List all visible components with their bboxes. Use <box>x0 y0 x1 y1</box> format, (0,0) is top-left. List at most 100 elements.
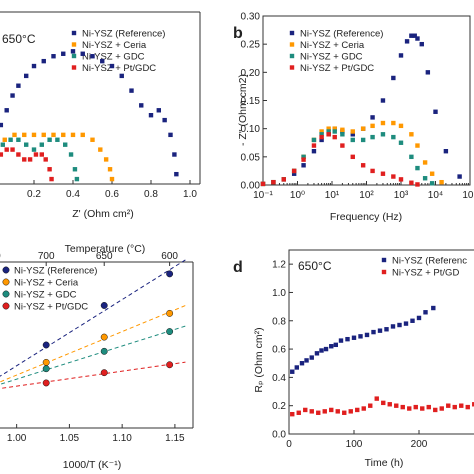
data-point-s2 <box>8 137 13 142</box>
data-point-s2 <box>391 134 396 140</box>
data-point-s2 <box>409 154 414 160</box>
data-point-s3 <box>326 132 331 137</box>
data-point-s0 <box>4 108 9 113</box>
data-point-s1 <box>387 402 392 407</box>
data-point-s1 <box>459 403 464 408</box>
panel-a-x-ticks: 0.2 0.4 0.6 0.8 1.0 <box>27 180 197 200</box>
data-point-s2 <box>311 137 317 143</box>
data-point-s1 <box>51 132 56 138</box>
data-point-s3 <box>260 181 266 187</box>
data-point-s2 <box>31 147 37 152</box>
data-point-s1 <box>350 129 355 134</box>
data-point-s0 <box>319 137 324 143</box>
data-point-s0 <box>377 328 383 333</box>
data-point-s1 <box>332 126 337 131</box>
data-point-s0 <box>319 348 324 353</box>
data-point-s1 <box>407 406 412 411</box>
top-tick-label: 600 <box>161 251 178 262</box>
data-point-s0 <box>61 51 66 56</box>
panel-d-y-label: Rₚ (Ohm cm²) <box>253 327 265 392</box>
panel-b: b - Z" (Ohm cm2) 10⁻¹ 10⁰ 10¹ 10² 10³ 10⁴ 10⁵ 0… <box>233 12 474 224</box>
data-point-s3 <box>398 177 404 182</box>
data-point-s2 <box>166 328 174 336</box>
data-point-s1 <box>322 409 327 414</box>
data-point-s0 <box>139 103 144 108</box>
data-point-s0 <box>100 58 105 64</box>
data-point-s2 <box>422 176 428 181</box>
legend-label: Ni-YSZ + Pt/GDC <box>300 63 374 74</box>
x-tick-label: 0.4 <box>66 189 80 200</box>
data-point-s1 <box>98 147 103 152</box>
data-point-s0 <box>380 98 386 103</box>
data-point-s0 <box>431 305 436 311</box>
data-point-s0 <box>364 332 370 338</box>
panel-a-x-label: Z' (Ohm cm²) <box>72 208 134 220</box>
legend-label: Ni-YSZ + GDC <box>82 52 145 63</box>
data-point-s3 <box>0 152 4 157</box>
legend-marker <box>289 65 295 70</box>
fit-line-s1 <box>0 305 186 383</box>
y-tick-label: 1.2 <box>272 260 286 271</box>
data-point-s3 <box>10 147 15 152</box>
data-point-s1 <box>61 132 66 138</box>
data-point-s1 <box>80 132 85 138</box>
top-tick-label: 700 <box>38 251 55 262</box>
data-point-s1 <box>348 409 353 414</box>
legend-marker <box>2 278 10 286</box>
data-point-s0 <box>70 49 76 54</box>
legend-marker <box>381 269 387 275</box>
x-tick-label: 200 <box>411 439 428 450</box>
data-point-s1 <box>398 123 404 129</box>
data-point-s0 <box>398 53 404 58</box>
data-point-s3 <box>22 157 27 162</box>
data-point-s0 <box>457 174 462 179</box>
data-point-s0 <box>80 51 85 56</box>
y-tick-label: 0.15 <box>241 96 261 107</box>
panel-b-y-label: - Z" (Ohm cm2) <box>237 74 249 146</box>
data-point-s2 <box>332 129 337 134</box>
data-point-s0 <box>333 342 338 348</box>
data-point-s0 <box>51 54 56 59</box>
data-point-s1 <box>368 403 373 408</box>
data-point-s1 <box>409 132 414 137</box>
data-point-s3 <box>100 369 108 377</box>
top-tick-label: 650 <box>96 251 113 262</box>
data-point-s2 <box>398 140 404 145</box>
legend-label: Ni-YSZ (Referenc <box>392 256 467 267</box>
legend-label: Ni-YSZ (Reference) <box>82 29 165 40</box>
data-point-s1 <box>340 127 345 132</box>
panel-d-x-label: Time (h) <box>365 457 404 469</box>
data-point-s1 <box>370 123 375 129</box>
data-point-s0 <box>329 344 334 349</box>
data-point-s2 <box>301 154 306 160</box>
data-point-s1 <box>2 137 7 142</box>
data-point-s0 <box>301 163 306 168</box>
data-point-s2 <box>380 132 386 137</box>
legend-marker <box>381 257 387 263</box>
x-tick-label: 10⁰ <box>290 190 305 201</box>
x-tick-label: 10⁵ <box>462 190 474 201</box>
x-tick-label: 0.8 <box>144 189 158 200</box>
data-point-s1 <box>361 406 366 411</box>
data-point-s0 <box>423 310 428 315</box>
legend-label: Ni-YSZ + Ceria <box>300 40 365 51</box>
data-point-s3 <box>4 147 9 152</box>
data-point-s3 <box>311 143 317 148</box>
data-point-s0 <box>314 351 320 356</box>
data-point-s3 <box>33 152 39 157</box>
legend-label: Ni-YSZ + Pt/GDC <box>82 63 156 74</box>
data-point-s2 <box>24 142 29 147</box>
data-point-s0 <box>0 122 4 128</box>
data-point-s3 <box>391 174 396 179</box>
data-point-s2 <box>42 365 50 373</box>
data-point-s0 <box>129 88 134 93</box>
data-point-s1 <box>296 410 301 415</box>
data-point-s3 <box>43 157 48 162</box>
panel-c-fit-lines <box>0 259 186 390</box>
legend-marker <box>2 266 10 274</box>
data-point-s0 <box>338 338 344 343</box>
data-point-s1 <box>100 333 108 341</box>
y-tick-label: 0.20 <box>241 68 261 79</box>
data-point-s3 <box>16 152 21 157</box>
